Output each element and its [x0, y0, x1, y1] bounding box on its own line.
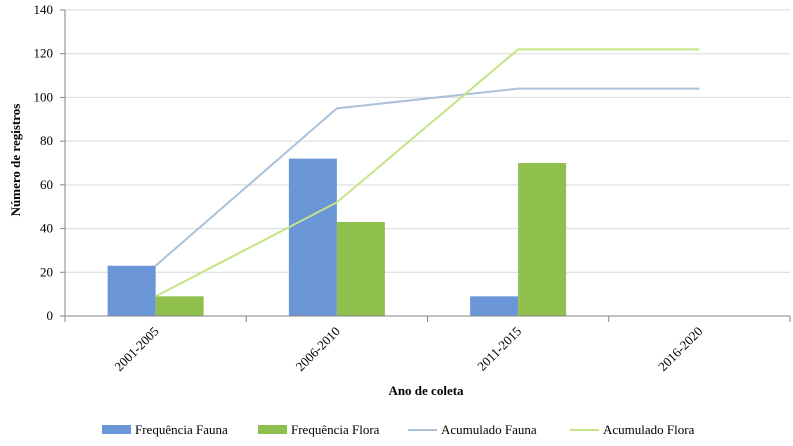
y-axis-title: Número de registros: [8, 104, 23, 217]
series-line: [154, 87, 700, 267]
x-axis-title: Ano de coleta: [388, 383, 464, 398]
axes: [60, 9, 791, 322]
legend-swatch: [258, 425, 287, 434]
legend-item: Acumulado Flora: [570, 422, 695, 437]
legend-label: Acumulado Fauna: [441, 422, 537, 437]
legend-item: Frequência Fauna: [102, 422, 228, 437]
y-tick-label: 40: [40, 221, 53, 236]
y-tick-label: 80: [40, 133, 53, 148]
legend-label: Frequência Fauna: [135, 422, 228, 437]
bar: [518, 163, 567, 316]
legend-label: Frequência Flora: [291, 422, 380, 437]
bar: [155, 296, 204, 316]
legend-item: Frequência Flora: [258, 422, 380, 437]
x-tick-label: 2011-2015: [474, 324, 524, 374]
legend-label: Acumulado Flora: [603, 422, 695, 437]
x-tick-labels: 2001-2005 2006-2010 2011-2015 2016-2020: [111, 324, 705, 374]
bar: [470, 296, 519, 316]
x-tick-label: 2001-2005: [111, 324, 161, 374]
x-tick-label: 2016-2020: [655, 324, 705, 374]
y-tick-label: 120: [34, 46, 54, 61]
legend-item: Acumulado Fauna: [408, 422, 537, 437]
y-tick-label: 100: [34, 89, 54, 104]
y-tick-label: 20: [40, 264, 53, 279]
y-tick-label: 140: [34, 2, 54, 17]
series-line: [155, 48, 700, 298]
y-tick-labels: 0 20 40 60 80 100 120 140: [34, 2, 54, 323]
y-tick-label: 60: [40, 177, 53, 192]
bar: [107, 265, 156, 316]
bar: [336, 222, 385, 316]
bar: [288, 158, 337, 316]
y-tick-label: 0: [47, 308, 54, 323]
bars: [107, 158, 567, 316]
legend-swatch: [102, 425, 131, 434]
legend: Frequência Fauna Frequência Flora Acumulad…: [102, 422, 695, 437]
x-tick-label: 2006-2010: [293, 324, 343, 374]
lines: [154, 48, 700, 298]
gridlines: [65, 9, 790, 273]
